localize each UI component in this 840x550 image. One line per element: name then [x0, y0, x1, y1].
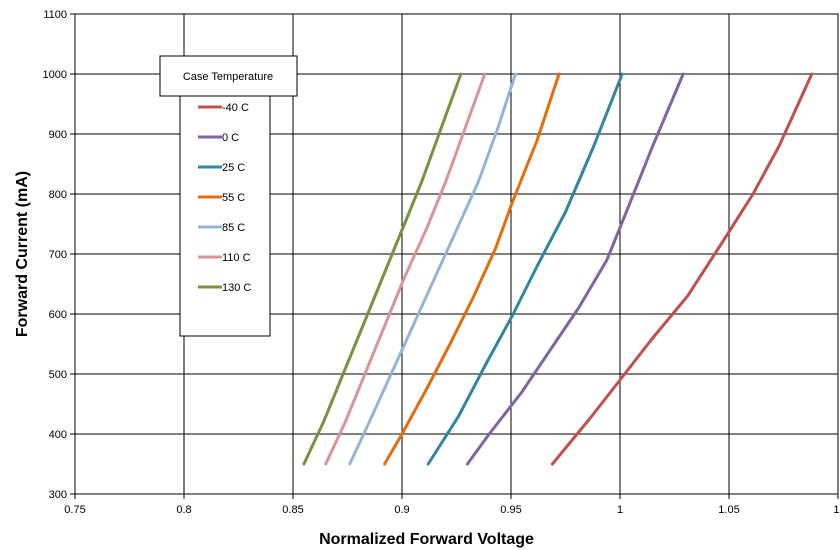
legend-label: -40 C — [222, 102, 249, 114]
x-tick-label: 1. — [833, 504, 840, 516]
legend: Case Temperature -40 C 0 C 25 C 55 C 85 C 110… — [159, 55, 298, 337]
series-line — [426, 72, 624, 466]
y-tick-label: 1000 — [43, 69, 67, 81]
series-layer — [302, 72, 814, 466]
legend-title: Case Temperature — [183, 71, 273, 83]
series-line — [383, 72, 561, 466]
legend-label: 0 C — [222, 132, 239, 144]
y-tick-label: 700 — [49, 249, 67, 261]
x-tick-label: 1.05 — [718, 504, 739, 516]
legend-label: 25 C — [222, 162, 245, 174]
x-tick-label: 0.8 — [176, 504, 191, 516]
series-line — [348, 72, 517, 466]
x-tick-label: 0.75 — [64, 504, 85, 516]
x-axis-title: Normalized Forward Voltage — [319, 531, 534, 548]
series-line — [465, 72, 685, 466]
y-tick-label: 600 — [49, 309, 67, 321]
legend-label: 55 C — [222, 192, 245, 204]
x-tick-label: 0.85 — [282, 504, 303, 516]
legend-title-box — [159, 55, 298, 97]
y-tick-label: 400 — [49, 429, 67, 441]
legend-items: -40 C 0 C 25 C 55 C 85 C 110 C 130 C — [198, 102, 251, 294]
x-tick-label: 0.9 — [394, 504, 409, 516]
legend-label: 85 C — [222, 222, 245, 234]
x-axis-ticks: 0.75 0.8 0.85 0.9 0.95 1 1.05 1. — [64, 494, 840, 516]
x-tick-label: 0.95 — [500, 504, 521, 516]
y-tick-label: 900 — [49, 129, 67, 141]
y-tick-label: 500 — [49, 369, 67, 381]
legend-label: 110 C — [222, 252, 251, 264]
y-tick-label: 300 — [49, 489, 67, 501]
y-axis-ticks: 300 400 500 600 700 800 900 1000 1100 — [43, 9, 75, 501]
legend-box — [179, 95, 271, 337]
y-axis-title: Forward Current (mA) — [14, 171, 31, 337]
y-tick-label: 800 — [49, 189, 67, 201]
y-tick-label: 1100 — [43, 9, 67, 21]
series-line — [550, 72, 814, 466]
series-line — [324, 72, 487, 466]
x-tick-label: 1 — [617, 504, 623, 516]
legend-label: 130 C — [222, 282, 251, 294]
series-line — [302, 72, 463, 466]
